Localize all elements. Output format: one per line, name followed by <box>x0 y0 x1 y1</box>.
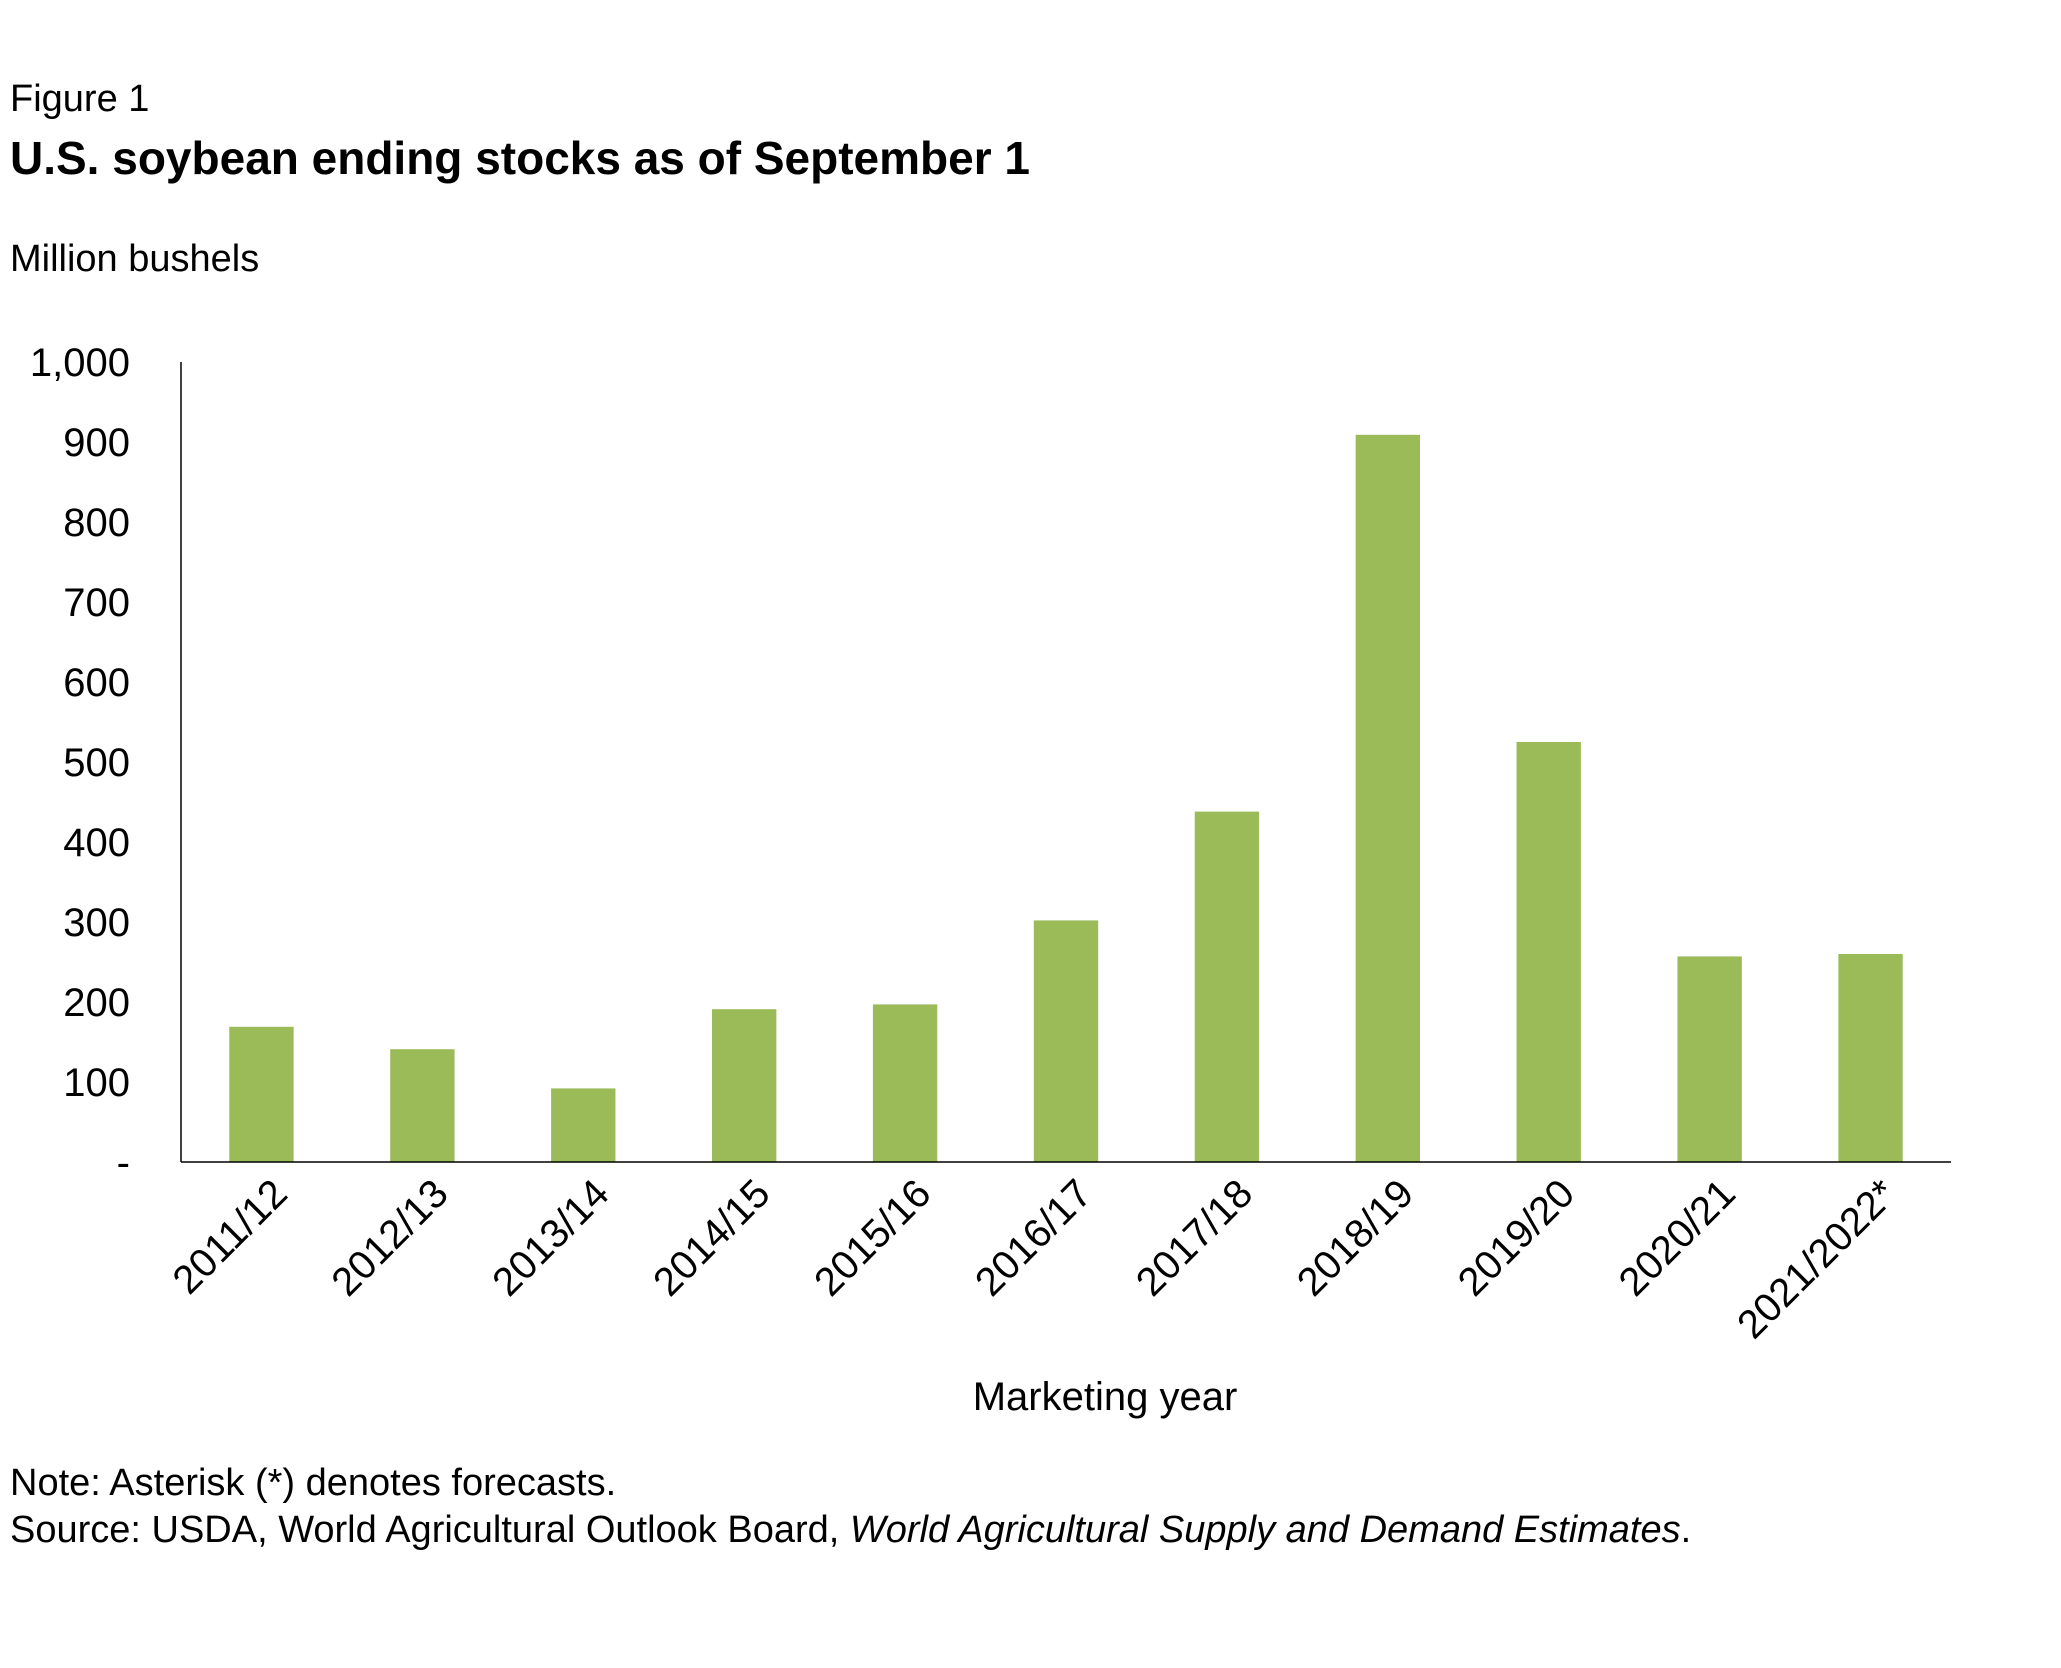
y-tick-label: 800 <box>63 501 130 545</box>
x-tick-label: 2019/20 <box>1450 1171 1583 1304</box>
bar-chart: - 100 200 300 400 500 600 700 800 900 1,000 2011/1… <box>30 341 1951 1419</box>
x-tick-label: 2011/12 <box>165 1171 296 1302</box>
figure-label: Figure 1 <box>10 78 150 120</box>
bar <box>229 1026 294 1162</box>
bar <box>1838 954 1903 1162</box>
x-tick-label: 2020/21 <box>1611 1171 1744 1304</box>
x-tick-label: 2014/15 <box>645 1171 778 1304</box>
x-tick-label: 2013/14 <box>484 1171 617 1304</box>
x-tick-label: 2016/17 <box>967 1171 1100 1304</box>
x-tick-label: 2021/2022* <box>1729 1171 1905 1347</box>
y-tick-label: 300 <box>63 901 130 945</box>
bar <box>1677 956 1742 1162</box>
bars <box>229 434 1903 1162</box>
x-tick-label: 2018/19 <box>1289 1171 1422 1304</box>
source-prefix: Source: USDA, World Agricultural Outlook… <box>10 1509 850 1551</box>
x-tick-label: 2015/16 <box>806 1171 939 1304</box>
bar <box>712 1009 777 1162</box>
y-tick-label: 500 <box>63 741 130 785</box>
bar <box>551 1088 616 1162</box>
chart-source: Source: USDA, World Agricultural Outlook… <box>10 1511 1691 1549</box>
x-axis-title: Marketing year <box>973 1375 1238 1419</box>
bar <box>872 1004 938 1162</box>
chart-note: Note: Asterisk (*) denotes forecasts. <box>10 1462 617 1504</box>
bar <box>1516 742 1581 1162</box>
y-tick-labels: - 100 200 300 400 500 600 700 800 900 1,000 <box>30 341 130 1185</box>
y-tick-label: 600 <box>63 661 130 705</box>
bar <box>390 1049 455 1162</box>
y-tick-label: 100 <box>63 1061 130 1105</box>
x-tick-label: 2017/18 <box>1128 1171 1261 1304</box>
y-tick-label: 1,000 <box>30 341 130 385</box>
y-tick-label: 400 <box>63 821 130 865</box>
y-tick-label: 700 <box>63 581 130 625</box>
y-axis-unit-label: Million bushels <box>10 238 260 280</box>
bar <box>1194 811 1260 1162</box>
bar <box>1355 434 1420 1162</box>
source-publication: World Agricultural Supply and Demand Est… <box>849 1509 1681 1551</box>
x-tick-labels: 2011/12 2012/13 2013/14 2014/15 2015/16 2016/… <box>165 1171 1905 1347</box>
x-tick-label: 2012/13 <box>323 1171 456 1304</box>
chart-title: U.S. soybean ending stocks as of Septemb… <box>10 132 1030 184</box>
y-tick-label: - <box>117 1141 130 1185</box>
y-tick-label: 900 <box>63 421 130 465</box>
bar <box>1033 920 1099 1162</box>
source-suffix: . <box>1680 1509 1692 1551</box>
y-tick-label: 200 <box>63 981 130 1025</box>
